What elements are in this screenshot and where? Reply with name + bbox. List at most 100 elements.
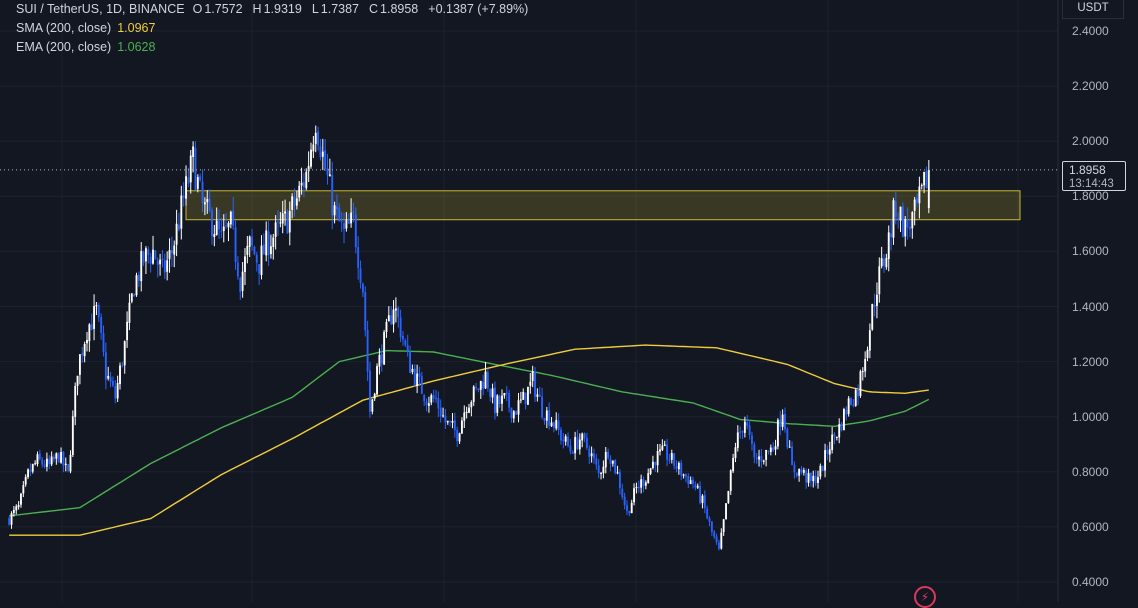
candle-body — [333, 205, 336, 216]
candle-body — [397, 307, 400, 318]
candle-body — [732, 457, 735, 472]
candle-body — [861, 371, 864, 373]
candle-body — [751, 435, 753, 445]
candle-body — [413, 368, 416, 385]
candle-body — [310, 149, 312, 167]
candle-body — [43, 464, 46, 467]
candle-body — [354, 213, 357, 248]
chart-legend: SUI / TetherUS, 1D, BINANCE O 1.7572 H 1.9… — [16, 0, 530, 57]
lightning-bolt-icon[interactable]: ⚡ — [914, 586, 936, 608]
candle-body — [12, 509, 15, 513]
ema-row[interactable]: EMA (200, close) 1.0628 — [16, 38, 530, 57]
price-tick-label: 1.4000 — [1072, 299, 1109, 314]
candle-body — [468, 407, 470, 413]
candle-body — [798, 469, 801, 476]
candle-body — [406, 345, 409, 351]
candle-body — [225, 225, 228, 227]
candle-body — [576, 436, 579, 450]
symbol-title[interactable]: SUI / TetherUS, 1D, BINANCE — [16, 2, 185, 16]
candle-body — [17, 505, 20, 507]
candle-body — [637, 486, 640, 489]
candle-body — [630, 502, 633, 514]
candle-body — [647, 473, 650, 484]
price-tick-label: 2.2000 — [1072, 79, 1109, 94]
price-tick-label: 0.4000 — [1072, 575, 1109, 589]
candle-body — [772, 447, 775, 451]
candle-body — [442, 415, 445, 417]
candle-body — [383, 331, 386, 365]
candle-body — [392, 309, 395, 325]
candle-body — [293, 196, 296, 206]
candle-body — [680, 462, 683, 476]
candle-body — [817, 477, 819, 483]
candle-body — [793, 464, 796, 473]
candle-body — [668, 459, 671, 461]
candle-body — [416, 373, 419, 387]
candle-body — [786, 428, 789, 448]
candle-body — [501, 395, 503, 404]
candle-body — [736, 432, 739, 448]
candle-body — [493, 387, 496, 414]
candle-body — [102, 333, 105, 352]
candle-body — [361, 283, 364, 293]
moving-averages — [9, 344, 930, 536]
candle-body — [62, 451, 65, 466]
candle-body — [824, 450, 827, 471]
candle-body — [923, 171, 926, 186]
candle-body — [482, 381, 485, 389]
candle-body — [373, 393, 376, 399]
candle-body — [460, 420, 463, 434]
candle-body — [64, 463, 67, 465]
candle-body — [274, 222, 277, 237]
candle-body — [432, 395, 435, 399]
candle-body — [300, 182, 303, 186]
candle-body — [574, 437, 577, 454]
candle-body — [696, 485, 699, 488]
candle-body — [107, 375, 110, 379]
candle-body — [463, 412, 466, 421]
candle-body — [81, 353, 84, 356]
candle-body — [623, 496, 626, 506]
candle-body — [555, 419, 558, 429]
candle-body — [255, 254, 258, 263]
candle-body — [663, 444, 666, 446]
price-tick-label: 2.4000 — [1072, 24, 1109, 38]
candle-body — [418, 373, 421, 377]
candle-body — [758, 456, 760, 460]
candle-body — [328, 174, 331, 177]
candle-body — [581, 433, 584, 441]
candle-body — [718, 542, 720, 549]
candle-body — [45, 458, 48, 467]
candle-body — [465, 411, 468, 413]
candle-body — [324, 150, 327, 170]
candle-body — [779, 419, 782, 427]
candle-body — [864, 358, 867, 372]
candle-body — [897, 217, 900, 221]
candle-body — [571, 452, 574, 454]
candle-body — [541, 396, 544, 418]
candle-body — [746, 422, 749, 427]
candle-body — [489, 389, 492, 397]
candle-body — [920, 184, 923, 187]
candle-body — [284, 211, 287, 214]
current-price-value: 1.8958 — [1069, 163, 1106, 177]
currency-button[interactable]: USDT — [1062, 0, 1124, 19]
candle-body — [86, 339, 88, 344]
candle-body — [265, 230, 268, 256]
candle-body — [192, 146, 195, 157]
candle-body — [729, 470, 732, 491]
candle-body — [583, 433, 586, 439]
candle-body — [512, 411, 515, 419]
candle-body — [376, 366, 378, 395]
candle-body — [819, 465, 822, 477]
candle-body — [590, 453, 593, 457]
candle-body — [38, 453, 41, 460]
candle-body — [842, 409, 845, 431]
candle-body — [644, 482, 647, 486]
candle-body — [378, 354, 381, 367]
candle-body — [253, 246, 256, 255]
candle-body — [887, 232, 890, 259]
sma-row[interactable]: SMA (200, close) 1.0967 — [16, 19, 530, 38]
candle-body — [510, 407, 513, 419]
